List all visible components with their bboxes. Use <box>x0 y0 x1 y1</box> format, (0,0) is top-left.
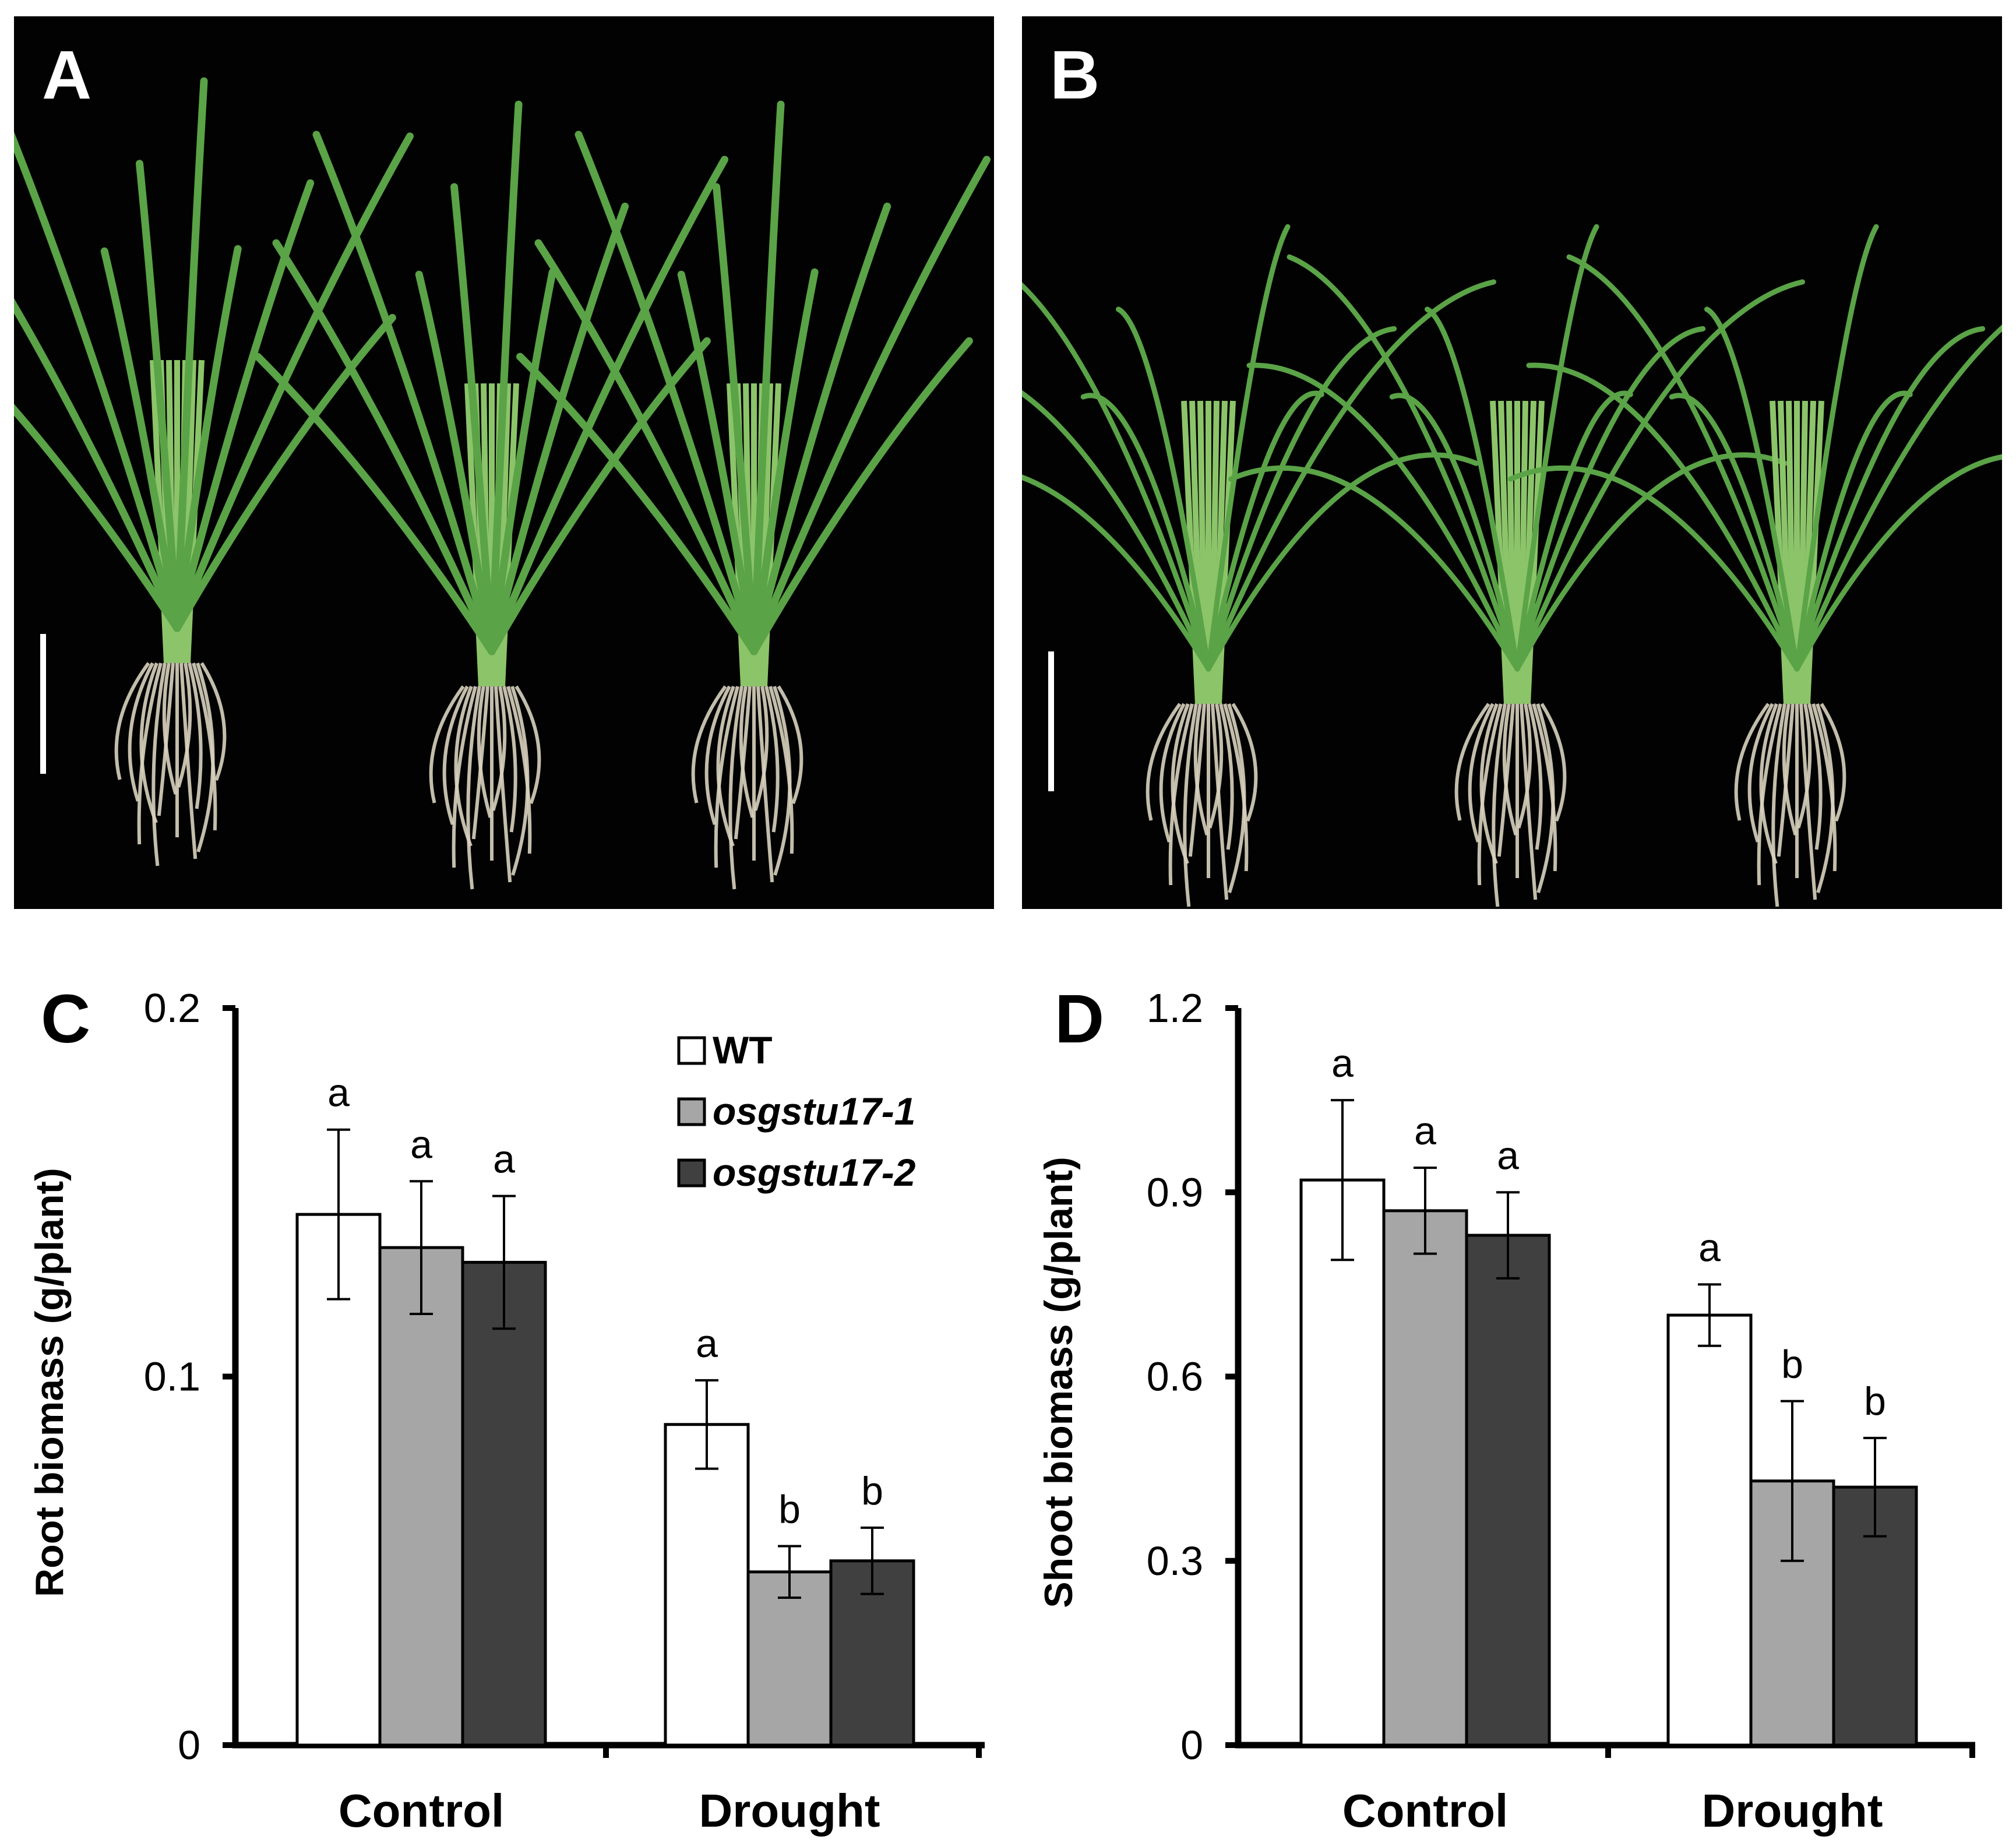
bar <box>1465 1234 1551 1747</box>
bar <box>378 1246 464 1747</box>
x-category-label: Control <box>1342 1785 1508 1837</box>
y-tick-label: 0 <box>178 1722 200 1768</box>
photo-panel-b: B <box>1022 16 2002 909</box>
panel-letter-d: D <box>1055 981 1105 1058</box>
y-tick-label: 0.9 <box>1147 1169 1203 1215</box>
y-tick-label: 0.1 <box>144 1354 200 1400</box>
bar <box>1299 1178 1386 1747</box>
plant-osgstu17-1-drought <box>1228 224 1806 907</box>
significance-letter: b <box>861 1469 883 1513</box>
x-category-label: Drought <box>699 1785 880 1837</box>
legend-entry: WT <box>713 1028 773 1072</box>
panel-letter-b: B <box>1050 37 1100 114</box>
shoot-biomass-plot: 0 0.3 0.6 0.9 1.2 Shoot biomass (g/plant) a a a C… <box>1037 985 1975 1837</box>
plant-wt-drought <box>1022 224 1497 907</box>
x-category-label: Control <box>339 1785 504 1837</box>
panel-letter-a: A <box>42 37 92 114</box>
bar <box>1382 1209 1468 1747</box>
significance-letter: b <box>1781 1342 1803 1387</box>
plant-osgstu17-2-control <box>516 100 991 890</box>
y-tick-label: 0.2 <box>144 985 200 1031</box>
bar <box>461 1260 547 1747</box>
chart-shoot-biomass: D 0 0.3 0.6 0.9 1.2 Shoot biomass (g/plant) a a… <box>1008 932 2016 1843</box>
significance-letter: b <box>778 1487 801 1531</box>
y-axis-label: Root biomass (g/plant) <box>27 1168 72 1597</box>
plant-osgstu17-1-control <box>254 100 729 890</box>
plant-wt-control <box>14 77 414 866</box>
bar <box>664 1423 750 1747</box>
significance-letter: a <box>696 1322 718 1366</box>
significance-letter: b <box>1864 1379 1886 1423</box>
chart-root-biomass: C 0 0.1 0.2 Root biomass (g/plant) a a a Contro… <box>0 932 1008 1843</box>
panel-letter-c: C <box>41 981 91 1058</box>
y-tick-label: 1.2 <box>1147 985 1203 1031</box>
significance-letter: a <box>493 1137 515 1182</box>
photo-panel-a: A <box>14 16 994 909</box>
y-tick-label: 0 <box>1180 1722 1203 1768</box>
bar <box>1666 1313 1753 1747</box>
significance-letter: a <box>410 1122 432 1167</box>
y-axis-label: Shoot biomass (g/plant) <box>1037 1157 1081 1608</box>
plants-control-photo <box>14 77 991 890</box>
plants-drought-photo <box>1022 224 2002 907</box>
significance-letter: a <box>327 1071 350 1115</box>
legend-entry: osgstu17-1 <box>713 1090 915 1133</box>
significance-letter: a <box>1414 1109 1436 1153</box>
legend-swatch <box>677 1158 706 1187</box>
plant-osgstu17-2-drought <box>1508 224 2002 907</box>
legend-swatch <box>677 1097 706 1126</box>
significance-letter: a <box>1698 1225 1721 1270</box>
legend-swatch <box>677 1036 706 1065</box>
y-tick-label: 0.3 <box>1147 1538 1203 1584</box>
y-tick-label: 0.6 <box>1147 1354 1203 1400</box>
x-category-label: Drought <box>1701 1785 1883 1837</box>
significance-letter: a <box>1497 1133 1519 1178</box>
legend-entry: osgstu17-2 <box>713 1151 916 1194</box>
significance-letter: a <box>1331 1041 1354 1086</box>
root-biomass-plot: 0 0.1 0.2 Root biomass (g/plant) a a a Control a… <box>27 985 985 1837</box>
